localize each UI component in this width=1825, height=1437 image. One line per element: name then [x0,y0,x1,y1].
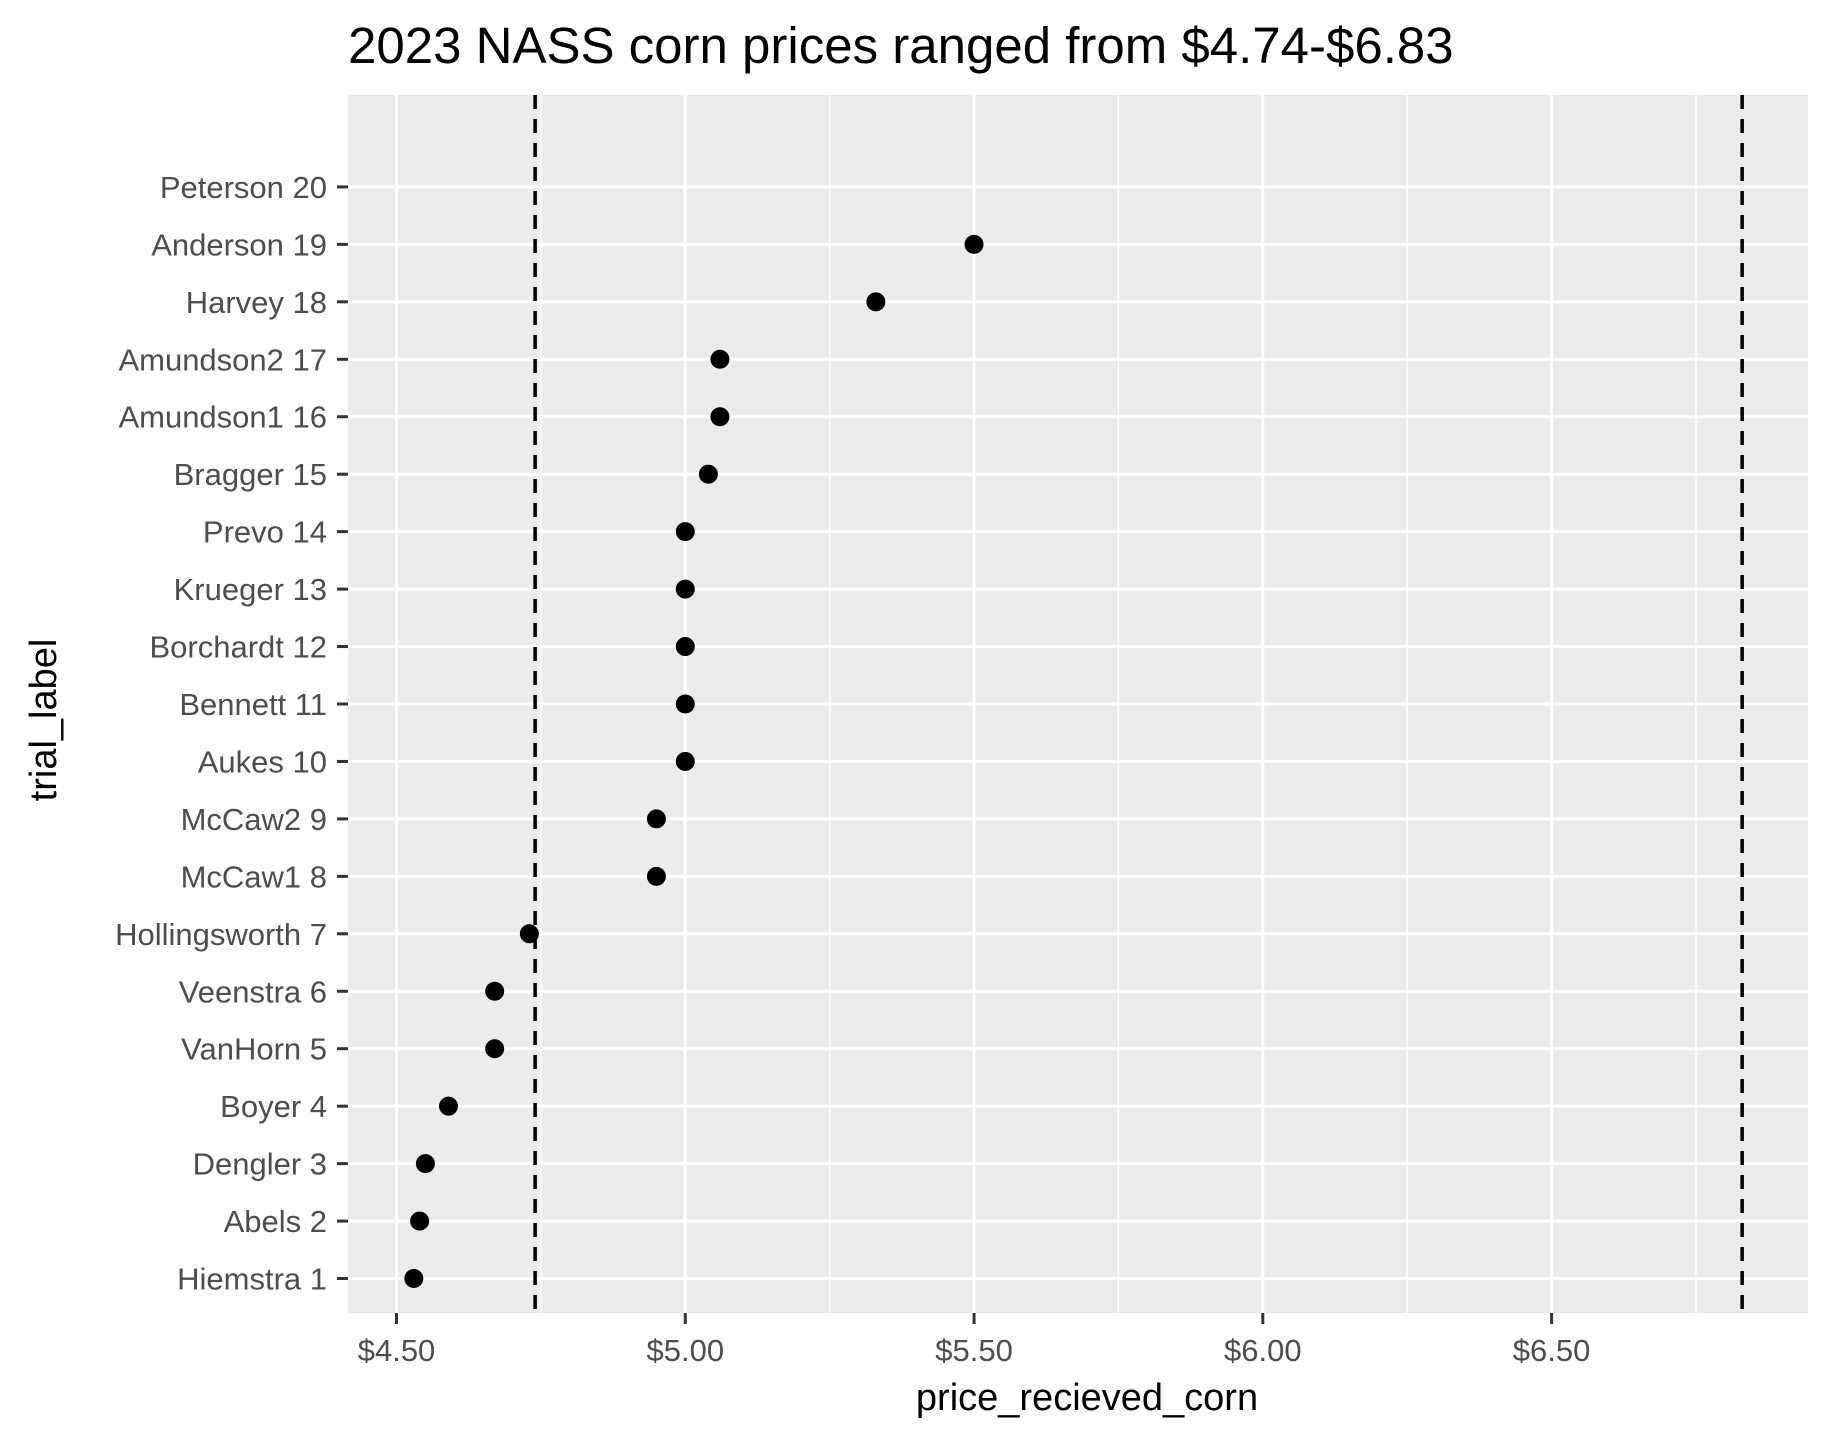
data-point [866,292,886,312]
data-point [675,751,695,771]
y-tick-label: Abels 2 [224,1204,327,1239]
y-tick-label: Amundson1 16 [118,400,327,435]
y-tick-label: Hollingsworth 7 [115,917,327,952]
reference-lines [533,95,1744,1313]
data-point [675,579,695,599]
x-tick-label: $4.50 [358,1333,436,1368]
y-tick-label: Anderson 19 [151,227,327,262]
y-tick-label: Harvey 18 [186,285,327,320]
data-point [675,637,695,657]
y-tick-label: Krueger 13 [174,572,327,607]
major-gridlines [348,95,1808,1313]
data-point [964,234,984,254]
y-tick-label: Bragger 15 [174,457,327,492]
data-point [675,522,695,542]
data-point [438,1096,458,1116]
y-tick-label: Veenstra 6 [179,974,327,1009]
data-point [485,981,505,1001]
x-tick-label: $6.00 [1224,1333,1302,1368]
y-tick-label: Amundson2 17 [118,342,327,377]
data-point [646,809,666,829]
data-point [404,1269,424,1289]
x-axis: $4.50 $5.00 $5.50 $6.00 $6.50 [358,1313,1591,1368]
y-tick-label: Prevo 14 [203,515,327,550]
chart-title: 2023 NASS corn prices ranged from $4.74-… [348,17,1454,74]
y-tick-label: McCaw1 8 [181,859,327,894]
data-point [646,866,666,886]
y-tick-label: Bennett 11 [179,687,327,722]
y-axis-title: trial_label [23,639,65,802]
data-point [698,464,718,484]
x-axis-title: price_recieved_corn [916,1377,1258,1419]
y-tick-label: VanHorn 5 [181,1032,327,1067]
data-point [485,1039,505,1059]
y-tick-label: Hiemstra 1 [177,1262,327,1297]
y-tick-label: Dengler 3 [193,1147,327,1182]
y-tick-label: McCaw2 9 [181,802,327,837]
data-point [710,407,730,427]
x-tick-label: $6.50 [1513,1333,1591,1368]
data-point [675,694,695,714]
data-point [710,349,730,369]
x-tick-label: $5.50 [935,1333,1013,1368]
y-tick-label: Aukes 10 [198,744,327,779]
y-tick-label: Peterson 20 [160,170,327,205]
data-points [404,234,984,1289]
data-point [519,924,539,944]
x-tick-label: $5.00 [646,1333,724,1368]
data-point [410,1211,430,1231]
y-tick-label: Borchardt 12 [150,630,328,665]
data-point [415,1154,435,1174]
y-tick-label: Boyer 4 [220,1089,327,1124]
y-axis: Hiemstra 1 Abels 2 Dengler 3 Boyer 4 VanHorn… [115,170,348,1297]
